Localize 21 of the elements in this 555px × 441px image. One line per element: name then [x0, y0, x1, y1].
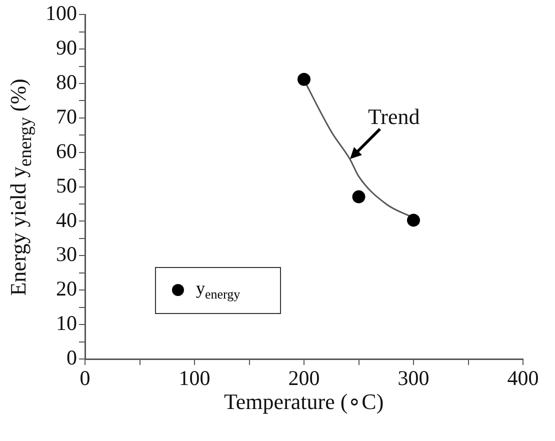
point [407, 214, 420, 227]
point [298, 72, 310, 86]
y-tick-label: 90 [56, 36, 77, 60]
y-tick-label: 100 [46, 1, 77, 26]
y-tick-label: 20 [56, 276, 77, 301]
y-tick-label: 50 [56, 173, 77, 198]
y-tick-label: 70 [56, 104, 77, 128]
x-tick-label: 400 [507, 366, 539, 390]
y-tick-label: 80 [56, 70, 77, 94]
y-tick-label: 60 [56, 138, 77, 163]
x-tick-label: 300 [398, 366, 430, 390]
y-tick-label: 40 [56, 208, 77, 232]
legend-label: y$_{energy}$ [196, 278, 240, 303]
x-axis-title: Temperature (∘C) [224, 389, 384, 415]
y-tick-label: 0 [66, 346, 77, 370]
x-tick-label: 100 [178, 366, 210, 390]
point [352, 190, 366, 204]
x-tick-label: 200 [288, 366, 320, 390]
y-tick-label: 10 [56, 311, 77, 336]
annotation: Trend [368, 104, 420, 130]
y-tick-label: 30 [56, 242, 77, 266]
